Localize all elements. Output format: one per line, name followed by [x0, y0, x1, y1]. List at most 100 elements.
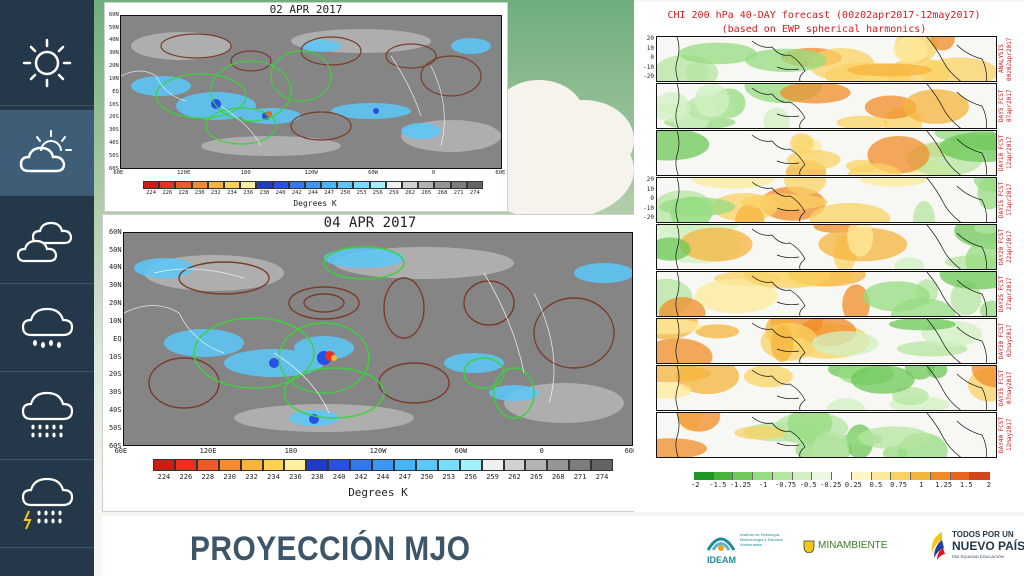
chi-colorbar-value: 0.75: [890, 481, 907, 489]
sidebar-item-sun[interactable]: [0, 20, 94, 106]
partly-cloudy-icon: [19, 129, 72, 172]
colorbar-value: 236: [243, 190, 254, 196]
sidebar-item-thunderstorm[interactable]: [0, 462, 94, 548]
chi-strip: [656, 318, 997, 364]
colorbar-swatch: [459, 459, 482, 471]
lon-tick-label: 180: [240, 170, 251, 176]
colorbar-swatch: [503, 459, 526, 471]
coat-of-arms-icon: [803, 540, 815, 553]
lon-tick-label: 60E: [114, 447, 128, 455]
colorbar-swatch: [328, 459, 351, 471]
satellite-date-top: 02 APR 2017: [269, 3, 343, 16]
chi-strip: [656, 271, 997, 317]
lat-tick-label: 40N: [108, 37, 119, 44]
colorbar-value: 228: [178, 190, 189, 196]
colorbar-swatch: [402, 181, 419, 189]
clouds-icon: [16, 221, 73, 262]
chi-colorbar-value: 1: [918, 481, 924, 489]
lat-tick-label: 20S: [108, 370, 122, 379]
colorbar-value: 232: [210, 190, 221, 196]
colorbar-swatch: [262, 459, 285, 471]
chi-colorbar-swatch: [713, 472, 734, 480]
lon-tick-label: 120E: [177, 170, 191, 176]
colorbar-swatch: [223, 181, 241, 189]
chi-y-tick: 0: [650, 195, 654, 202]
chi-colorbar-swatch: [871, 472, 892, 480]
colorbar-swatch: [304, 181, 322, 189]
colorbar-value: 242: [291, 190, 302, 196]
colorbar-swatch: [353, 181, 370, 189]
colorbar-values-top: 224 226 228 230 232 234 236 238 240 242 244 247 250 2…: [143, 190, 483, 196]
chi-strip: [656, 130, 997, 176]
lat-tick-label: 10S: [108, 101, 119, 108]
colorbar-value: 242: [354, 473, 368, 481]
gov-line3: PAZ EQUIDAD EDUCACIÓN: [952, 554, 1004, 559]
colorbar-value: 247: [324, 190, 335, 196]
lon-tick-label: 0: [539, 447, 544, 455]
units-label-top: Degrees K: [293, 199, 337, 208]
lat-tick-label: 20N: [108, 63, 119, 70]
colorbar-swatch: [569, 459, 592, 471]
colorbar-value: 230: [223, 473, 236, 481]
lat-tick-label: EQ: [113, 334, 122, 343]
chi-y-tick: -10: [643, 63, 654, 71]
colorbar-value: 240: [275, 190, 286, 196]
minambiente-logo[interactable]: MINAMBIENTE: [802, 536, 902, 560]
gov-line1: TODOS POR UN: [952, 530, 1014, 539]
chi-colorbar-swatch: [694, 472, 714, 480]
colorbar-value: 268: [551, 473, 565, 481]
colorbar-value: 271: [453, 190, 464, 196]
lat-tick-label: 40S: [108, 406, 122, 415]
sidebar-item-light-rain[interactable]: [0, 286, 94, 372]
weather-sidebar: [0, 0, 94, 576]
lat-tick-label: 60N: [108, 11, 119, 18]
colorbar-value: 262: [405, 190, 416, 196]
sun-icon: [22, 38, 72, 87]
colorbar-swatch: [385, 181, 402, 189]
lon-tick-label: 60W: [454, 447, 468, 455]
chi-strip: [656, 365, 997, 411]
colorbar-value: 253: [356, 190, 367, 196]
lon-tick-label: 60E: [624, 447, 638, 455]
colorbar-swatch: [196, 459, 219, 471]
gobierno-logo[interactable]: TODOS POR UN NUEVO PAÍS PAZ EQUIDAD EDUC…: [928, 526, 1024, 570]
colorbar-swatch: [525, 459, 548, 471]
colorbar-value: 274: [595, 473, 609, 481]
chi-y-tick: -20: [643, 214, 654, 221]
sidebar-item-clouds[interactable]: [0, 198, 94, 284]
chi-y-tick: 20: [646, 35, 654, 42]
lon-tick-label: 60E: [113, 170, 124, 176]
colorbar-swatch: [415, 459, 438, 471]
page-title: PROYECCIÓN MJO: [190, 530, 471, 568]
chi-strip-label: DAY35 FCST 07may2017: [998, 369, 1013, 407]
chi-y-tick: 20: [646, 176, 654, 183]
colorbar-swatch: [434, 181, 451, 189]
chi-y-tick: 0: [650, 54, 654, 61]
colorbar-swatch: [159, 181, 176, 189]
satellite-panel-top: 02 APR 2017 60N 50N 40N 30N 20N 10N EQ 10S 20S 30…: [104, 2, 508, 212]
chi-colorbar-swatch: [970, 472, 991, 480]
lat-tick-label: 40S: [108, 140, 119, 147]
chi-colorbar-swatch: [772, 472, 793, 480]
sidebar-item-heavy-rain[interactable]: [0, 374, 94, 460]
colorbar-swatch: [547, 459, 570, 471]
colorbar-value: 265: [421, 190, 432, 196]
chi-strip-label: DAY20 FCST 22apr2017: [998, 228, 1013, 266]
colorbar-value: 226: [179, 473, 193, 481]
lat-tick-label: 50S: [108, 423, 122, 432]
chi-title: CHI 200 hPa 40-DAY forecast (00z02apr201…: [667, 10, 981, 21]
chi-colorbar-swatch: [851, 472, 872, 480]
footer-bar: PROYECCIÓN MJO IDEAM Instituto de Hidrol…: [102, 516, 1024, 576]
heavy-rain-icon: [21, 391, 74, 437]
minambiente-label: MINAMBIENTE: [818, 540, 888, 551]
colorbar-value: 226: [162, 190, 173, 196]
lat-tick-label: 10N: [108, 75, 119, 82]
colorbar-value: 224: [157, 473, 171, 481]
colorbar-value: 262: [508, 473, 521, 481]
chi-colorbar-value: -1.25: [729, 481, 751, 489]
colorbar-swatch: [175, 181, 192, 189]
ideam-logo[interactable]: IDEAM Instituto de Hidrología, Meteorolo…: [704, 526, 794, 568]
lat-tick-label: 30S: [108, 127, 119, 134]
colorbar-value: 234: [267, 473, 280, 481]
sidebar-item-partly-cloudy[interactable]: [0, 110, 94, 196]
